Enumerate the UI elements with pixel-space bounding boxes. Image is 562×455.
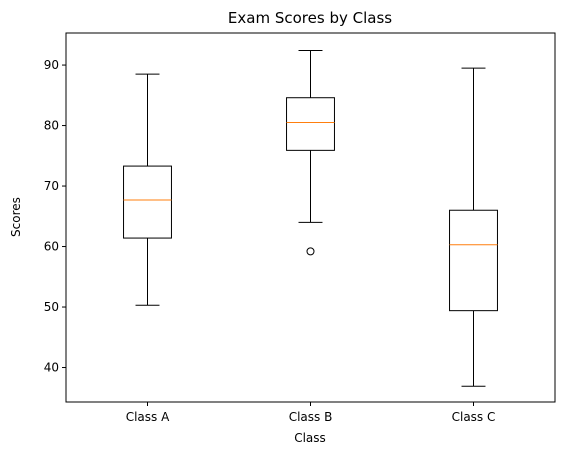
x-tick-label: Class A (126, 410, 170, 424)
box-group (449, 67, 498, 387)
box-group (123, 73, 172, 306)
y-tick-label: 50 (44, 300, 59, 314)
y-tick-label: 70 (44, 179, 59, 193)
x-tick-label: Class B (289, 410, 333, 424)
x-axis: Class A Class B Class C (126, 402, 496, 424)
y-axis: 40 50 60 70 80 90 (44, 58, 66, 375)
y-tick-label: 90 (44, 58, 59, 72)
x-tick-label: Class C (452, 410, 496, 424)
chart-title: Exam Scores by Class (228, 9, 392, 27)
x-axis-label: Class (294, 431, 326, 445)
iqr-box (123, 165, 172, 239)
y-tick-label: 80 (44, 119, 59, 133)
box-group (286, 50, 335, 256)
iqr-box (449, 209, 498, 312)
y-axis-label: Scores (9, 197, 23, 237)
iqr-box (286, 97, 335, 151)
y-tick-label: 60 (44, 240, 59, 254)
outlier-point (306, 247, 315, 256)
plot-area (123, 50, 498, 387)
y-tick-label: 40 (44, 361, 59, 375)
